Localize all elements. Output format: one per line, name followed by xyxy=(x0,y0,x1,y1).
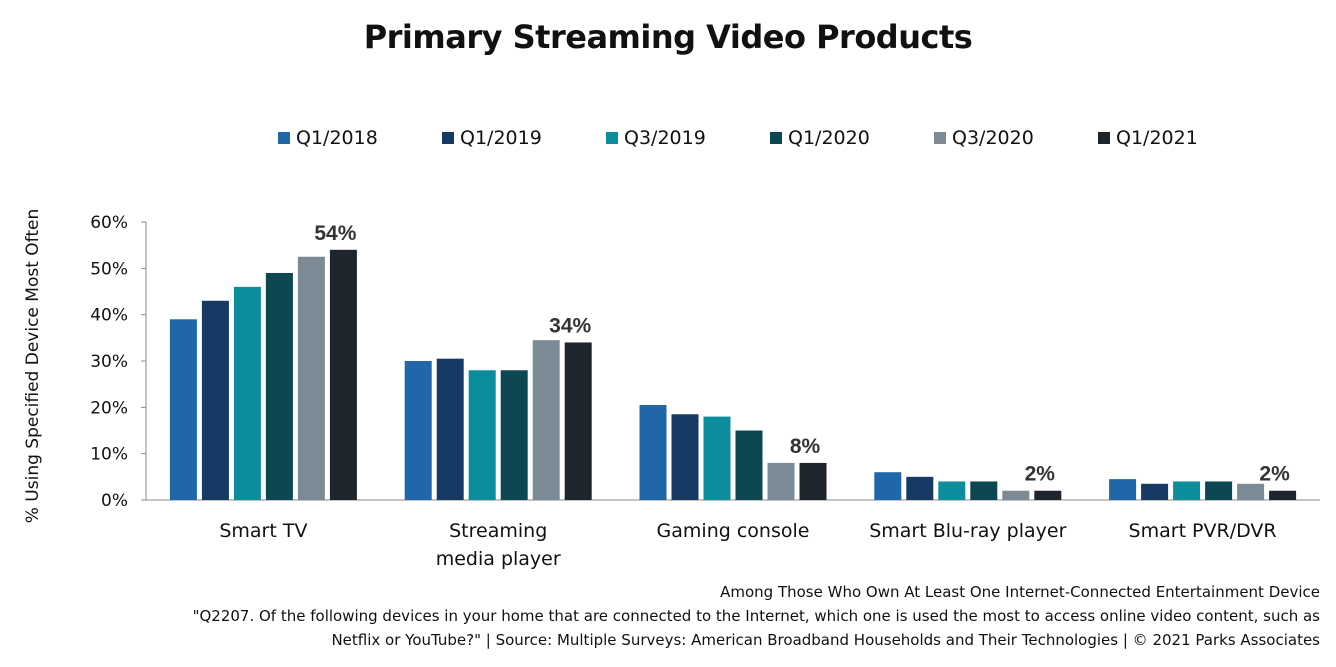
bar xyxy=(1237,483,1265,500)
footer-notes: Among Those Who Own At Least One Interne… xyxy=(193,580,1320,652)
chart-title: Primary Streaming Video Products xyxy=(363,18,973,56)
bar xyxy=(1269,490,1297,500)
x-category-label: Gaming console xyxy=(657,520,810,542)
bar xyxy=(297,256,325,500)
legend-label: Q1/2018 xyxy=(296,127,378,149)
bar xyxy=(532,340,560,500)
bar xyxy=(735,430,763,500)
legend-swatch xyxy=(606,132,618,144)
legend-swatch xyxy=(770,132,782,144)
data-label: 54% xyxy=(314,222,356,245)
data-label: 2% xyxy=(1025,463,1056,486)
bar xyxy=(404,361,432,500)
y-tick-label: 0% xyxy=(101,491,128,511)
legend-label: Q1/2021 xyxy=(1116,127,1198,149)
bar xyxy=(1034,490,1062,500)
legend-label: Q3/2019 xyxy=(624,127,706,149)
y-tick-label: 60% xyxy=(90,213,128,233)
bar xyxy=(703,416,731,500)
bar xyxy=(906,476,934,500)
bar xyxy=(265,272,293,500)
bar xyxy=(564,342,592,500)
legend-item: Q1/2018 xyxy=(278,126,378,150)
data-label: 2% xyxy=(1259,463,1290,486)
y-tick-label: 10% xyxy=(90,445,128,465)
bar xyxy=(1002,490,1030,500)
bar xyxy=(468,370,496,500)
bar xyxy=(329,249,357,500)
x-category-label: Smart PVR/DVR xyxy=(1129,520,1277,542)
legend-label: Q3/2020 xyxy=(952,127,1034,149)
legend-item: Q1/2021 xyxy=(1098,126,1198,150)
legend-item: Q3/2020 xyxy=(934,126,1034,150)
legend-swatch xyxy=(934,132,946,144)
y-tick-label: 50% xyxy=(90,259,128,279)
data-label: 34% xyxy=(549,314,591,337)
bar xyxy=(169,319,197,500)
y-tick-label: 40% xyxy=(90,306,128,326)
bar xyxy=(938,481,966,500)
bar xyxy=(436,358,464,500)
bar xyxy=(970,481,998,500)
footer-question-line2: Netflix or YouTube?" | Source: Multiple … xyxy=(331,631,1320,649)
legend-label: Q1/2020 xyxy=(788,127,870,149)
bar xyxy=(201,300,229,500)
x-category-label: Streaming xyxy=(449,520,547,542)
bar-chart: 0% 10% 20% 30% 40% 50% 60% 54% Smart TV 34% Stream… xyxy=(90,213,1320,570)
legend-label: Q1/2019 xyxy=(460,127,542,149)
bar xyxy=(500,370,528,500)
bar xyxy=(1141,483,1169,500)
legend-item: Q1/2019 xyxy=(442,126,542,150)
footer-base-note: Among Those Who Own At Least One Interne… xyxy=(720,583,1320,601)
footer-question-line1: "Q2207. Of the following devices in your… xyxy=(192,607,1320,625)
bar xyxy=(799,462,827,500)
bar xyxy=(1109,479,1137,500)
legend-item: Q1/2020 xyxy=(770,126,870,150)
bar xyxy=(671,414,699,500)
legend-swatch xyxy=(442,132,454,144)
bar xyxy=(639,405,667,500)
bar xyxy=(233,286,261,500)
bar xyxy=(1205,481,1233,500)
bar xyxy=(767,462,795,500)
x-category-label: Smart Blu-ray player xyxy=(869,520,1066,542)
data-label: 8% xyxy=(790,435,821,458)
legend-item: Q3/2019 xyxy=(606,126,706,150)
x-category-label: media player xyxy=(436,548,561,570)
x-category-label: Smart TV xyxy=(219,520,307,542)
legend-swatch xyxy=(1098,132,1110,144)
y-tick-label: 30% xyxy=(90,352,128,372)
bar xyxy=(1173,481,1201,500)
legend-swatch xyxy=(278,132,290,144)
bar xyxy=(874,472,902,500)
y-tick-label: 20% xyxy=(90,398,128,418)
